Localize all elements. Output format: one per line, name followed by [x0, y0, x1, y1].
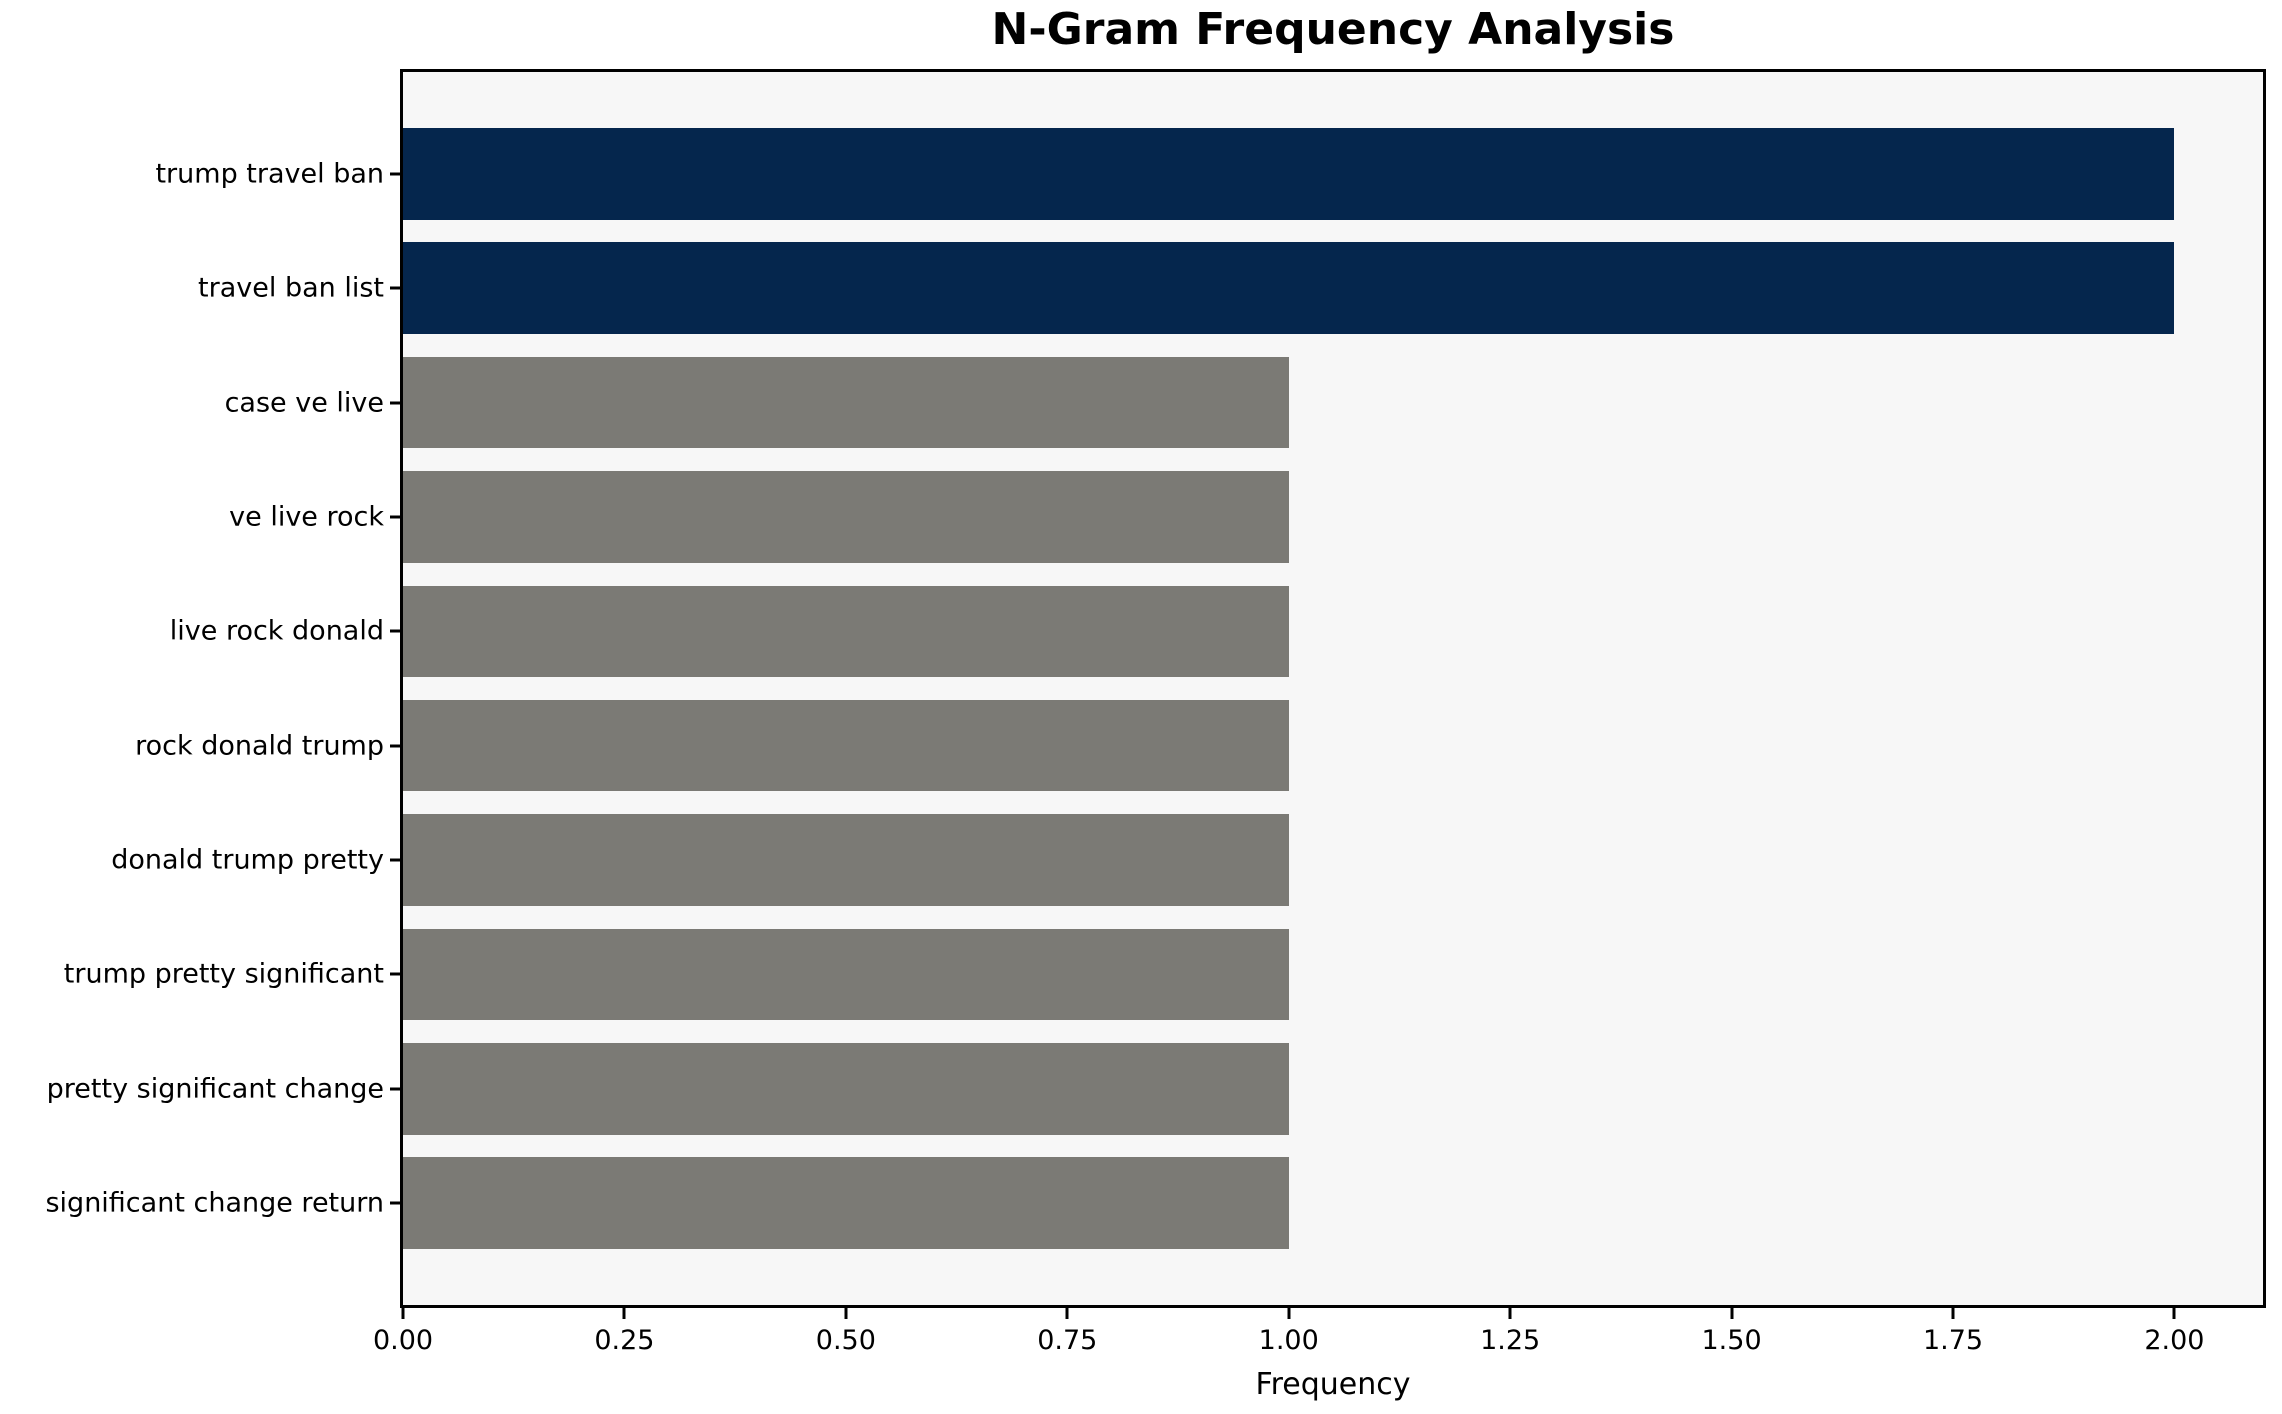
x-tick-label: 0.50: [815, 1325, 876, 1356]
y-tick-mark: [390, 972, 400, 976]
y-tick-label: donald trump pretty: [111, 844, 384, 876]
x-axis-label: Frequency: [1255, 1367, 1411, 1402]
x-tick-mark: [1730, 1308, 1734, 1319]
y-tick-label: trump pretty significant: [63, 958, 384, 990]
bar: [403, 699, 1289, 792]
y-tick-label: ve live rock: [229, 501, 384, 533]
bar: [403, 242, 2175, 334]
y-tick-mark: [390, 286, 400, 290]
plot-area: Frequency trump travel ban travel ban lis…: [45, 69, 2266, 1402]
y-tick-label: significant change return: [45, 1187, 384, 1219]
bar: [403, 1043, 1289, 1135]
x-tick-label: 1.25: [1480, 1325, 1541, 1356]
y-tick-mark: [390, 1201, 400, 1205]
x-tick-mark: [622, 1308, 626, 1319]
x-tick-label: 1.50: [1701, 1325, 1762, 1356]
bar: [403, 814, 1289, 906]
y-tick-label: case ve live: [224, 387, 384, 419]
plot-inner: Frequency trump travel ban travel ban lis…: [45, 72, 2263, 1402]
bar: [403, 471, 1289, 563]
x-tick-label: 0.25: [594, 1325, 655, 1356]
x-tick-mark: [2172, 1308, 2176, 1319]
y-tick-mark: [390, 744, 400, 748]
y-tick-mark: [390, 629, 400, 633]
chart-title: N-Gram Frequency Analysis: [991, 4, 1675, 55]
y-tick-mark: [390, 1087, 400, 1091]
y-tick-label: travel ban list: [198, 272, 384, 304]
bar: [403, 128, 2175, 220]
x-tick-mark: [844, 1308, 848, 1319]
bar: [403, 585, 1289, 678]
x-tick-mark: [1065, 1308, 1069, 1319]
y-tick-mark: [390, 858, 400, 862]
bar: [403, 1157, 1289, 1249]
y-tick-label: trump travel ban: [155, 158, 384, 190]
x-tick-label: 0.00: [372, 1325, 434, 1356]
y-tick-mark: [390, 515, 400, 519]
y-tick-label: live rock donald: [169, 615, 384, 647]
x-tick-label: 1.00: [1258, 1325, 1319, 1356]
x-tick-label: 0.75: [1037, 1325, 1098, 1356]
y-tick-label: pretty significant change: [46, 1073, 384, 1105]
y-tick-mark: [390, 172, 400, 176]
x-tick-label: 2.00: [2144, 1325, 2205, 1356]
x-tick-label: 1.75: [1922, 1325, 1984, 1356]
x-tick-mark: [1951, 1308, 1955, 1319]
y-tick-mark: [390, 401, 400, 405]
bar: [403, 928, 1289, 1021]
y-tick-label: rock donald trump: [135, 730, 384, 762]
x-tick-mark: [1508, 1308, 1512, 1319]
x-tick-mark: [1287, 1308, 1291, 1319]
bar: [403, 356, 1289, 449]
x-tick-mark: [401, 1308, 405, 1319]
